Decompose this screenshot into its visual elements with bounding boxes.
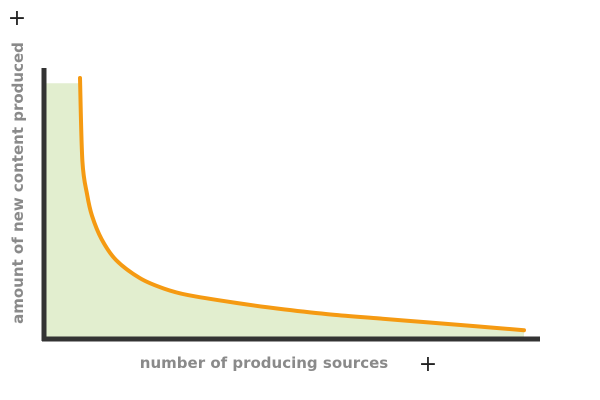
x-axis-plus-marker: + <box>419 352 437 377</box>
area-fill <box>44 78 524 338</box>
y-axis-plus-marker: + <box>8 6 26 31</box>
y-axis-label: amount of new content produced <box>9 42 27 324</box>
x-axis-label: number of producing sources <box>140 354 388 372</box>
series-line <box>78 76 526 333</box>
